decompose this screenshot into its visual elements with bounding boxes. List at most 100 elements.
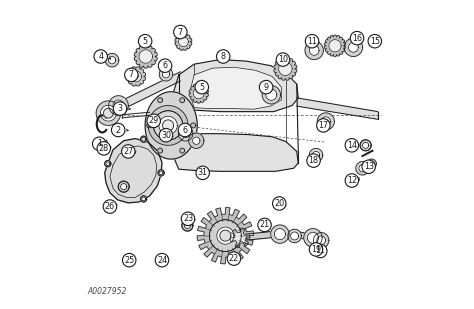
Text: 27: 27 (123, 147, 133, 156)
Polygon shape (197, 207, 254, 264)
Polygon shape (159, 68, 173, 81)
Circle shape (317, 119, 330, 132)
Polygon shape (182, 220, 193, 231)
Polygon shape (109, 96, 128, 115)
Circle shape (147, 114, 160, 128)
Polygon shape (220, 230, 231, 241)
Circle shape (368, 35, 382, 48)
Polygon shape (317, 113, 334, 130)
Circle shape (159, 129, 173, 142)
Circle shape (217, 50, 230, 63)
Polygon shape (189, 83, 209, 103)
Text: 25: 25 (124, 256, 134, 265)
Text: 9: 9 (264, 83, 269, 92)
Circle shape (273, 197, 286, 210)
Polygon shape (266, 89, 277, 100)
Text: 17: 17 (319, 121, 328, 130)
Circle shape (195, 80, 209, 94)
Polygon shape (321, 117, 330, 126)
Polygon shape (329, 40, 341, 52)
Polygon shape (122, 112, 150, 115)
Text: 5: 5 (143, 37, 148, 46)
Text: 11: 11 (307, 37, 317, 46)
Polygon shape (105, 161, 111, 167)
Text: 10: 10 (278, 55, 288, 64)
Polygon shape (105, 53, 119, 67)
Circle shape (314, 244, 327, 258)
Text: 23: 23 (183, 214, 193, 223)
Polygon shape (96, 101, 121, 125)
Polygon shape (324, 35, 346, 57)
Circle shape (122, 253, 136, 267)
Polygon shape (274, 229, 285, 239)
Text: 30: 30 (161, 131, 171, 140)
Polygon shape (99, 72, 180, 121)
Polygon shape (309, 148, 323, 162)
Polygon shape (106, 162, 109, 166)
Polygon shape (182, 130, 190, 138)
Polygon shape (175, 33, 192, 50)
Text: 14: 14 (347, 141, 357, 150)
Polygon shape (367, 159, 376, 168)
Polygon shape (279, 62, 292, 75)
Circle shape (111, 123, 125, 137)
Polygon shape (118, 181, 129, 192)
Polygon shape (189, 133, 204, 148)
Text: 16: 16 (352, 34, 362, 43)
Polygon shape (305, 41, 323, 60)
Polygon shape (317, 236, 326, 244)
Polygon shape (173, 134, 298, 171)
Polygon shape (308, 232, 319, 243)
Text: 8: 8 (221, 52, 226, 61)
Polygon shape (274, 57, 297, 80)
Polygon shape (113, 100, 124, 111)
Polygon shape (182, 220, 193, 231)
Circle shape (125, 68, 138, 82)
Text: 6: 6 (182, 125, 187, 134)
Text: 29: 29 (148, 116, 159, 125)
Polygon shape (210, 220, 241, 252)
Polygon shape (148, 105, 188, 145)
Circle shape (113, 102, 127, 115)
Text: A0027952: A0027952 (88, 287, 127, 296)
Circle shape (345, 138, 358, 152)
Circle shape (97, 142, 110, 155)
Polygon shape (314, 233, 329, 248)
Text: 7: 7 (178, 28, 183, 36)
Polygon shape (360, 140, 371, 151)
Polygon shape (158, 148, 163, 153)
Polygon shape (191, 123, 196, 128)
Polygon shape (344, 38, 363, 57)
Polygon shape (178, 126, 193, 141)
Circle shape (92, 137, 106, 150)
Circle shape (350, 32, 364, 45)
Circle shape (305, 35, 319, 48)
Text: 12: 12 (347, 176, 357, 185)
Circle shape (307, 154, 320, 167)
Text: 15: 15 (370, 37, 380, 46)
Circle shape (309, 243, 323, 256)
Text: 6: 6 (163, 61, 167, 70)
Circle shape (121, 145, 135, 158)
Circle shape (103, 200, 117, 213)
Polygon shape (159, 116, 177, 135)
Polygon shape (190, 67, 282, 109)
Polygon shape (103, 108, 113, 118)
Polygon shape (130, 71, 141, 82)
Text: 18: 18 (309, 156, 319, 165)
Polygon shape (100, 105, 116, 121)
Polygon shape (154, 111, 183, 140)
Polygon shape (145, 92, 197, 159)
Circle shape (345, 174, 358, 187)
Polygon shape (142, 138, 146, 141)
Circle shape (362, 160, 375, 173)
Polygon shape (141, 136, 146, 142)
Polygon shape (109, 57, 116, 64)
Text: 1: 1 (97, 139, 102, 148)
Polygon shape (154, 111, 183, 140)
Polygon shape (105, 138, 162, 203)
Polygon shape (121, 184, 127, 190)
Polygon shape (217, 227, 234, 244)
Polygon shape (134, 45, 157, 68)
Text: 3: 3 (118, 104, 122, 113)
